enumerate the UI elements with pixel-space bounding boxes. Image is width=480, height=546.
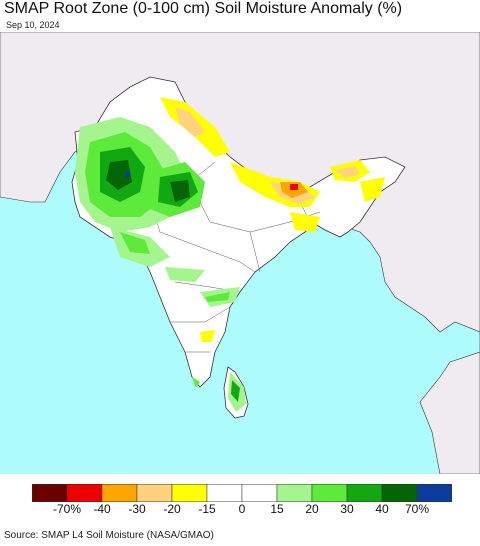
legend-bin xyxy=(311,484,348,502)
legend-bin xyxy=(416,484,452,502)
wet-anomaly-areas xyxy=(75,117,246,412)
map-date: Sep 10, 2024 xyxy=(6,20,60,30)
legend-bin xyxy=(171,484,208,502)
legend-bin xyxy=(276,484,313,502)
legend-bin xyxy=(32,484,68,502)
legend-bin xyxy=(66,484,103,502)
legend-label: -15 xyxy=(198,502,216,516)
legend-label: 15 xyxy=(270,502,284,516)
legend-bin xyxy=(206,484,243,502)
color-legend xyxy=(32,484,452,502)
legend-bin xyxy=(381,484,418,502)
legend-bin xyxy=(241,484,278,502)
legend-label: 30 xyxy=(340,502,354,516)
legend-bin xyxy=(101,484,138,502)
legend-bin xyxy=(136,484,173,502)
dry-anomaly-areas xyxy=(160,97,385,342)
legend-label: -20 xyxy=(163,502,181,516)
legend-label: 0 xyxy=(238,502,246,516)
legend-labels: -70% -40 -30 -20 -15 0 15 20 30 40 70% xyxy=(32,502,452,516)
legend-label: -40 xyxy=(93,502,111,516)
legend-label: -70% xyxy=(52,502,82,516)
soil-moisture-map xyxy=(0,32,480,474)
legend-label: 40 xyxy=(375,502,389,516)
source-note: Source: SMAP L4 Soil Moisture (NASA/GMAO… xyxy=(4,530,214,541)
legend-label: 20 xyxy=(305,502,319,516)
legend-bin xyxy=(346,484,383,502)
legend-label: 70% xyxy=(404,502,430,516)
legend-label: -30 xyxy=(128,502,146,516)
map-title: SMAP Root Zone (0-100 cm) Soil Moisture … xyxy=(4,0,403,17)
